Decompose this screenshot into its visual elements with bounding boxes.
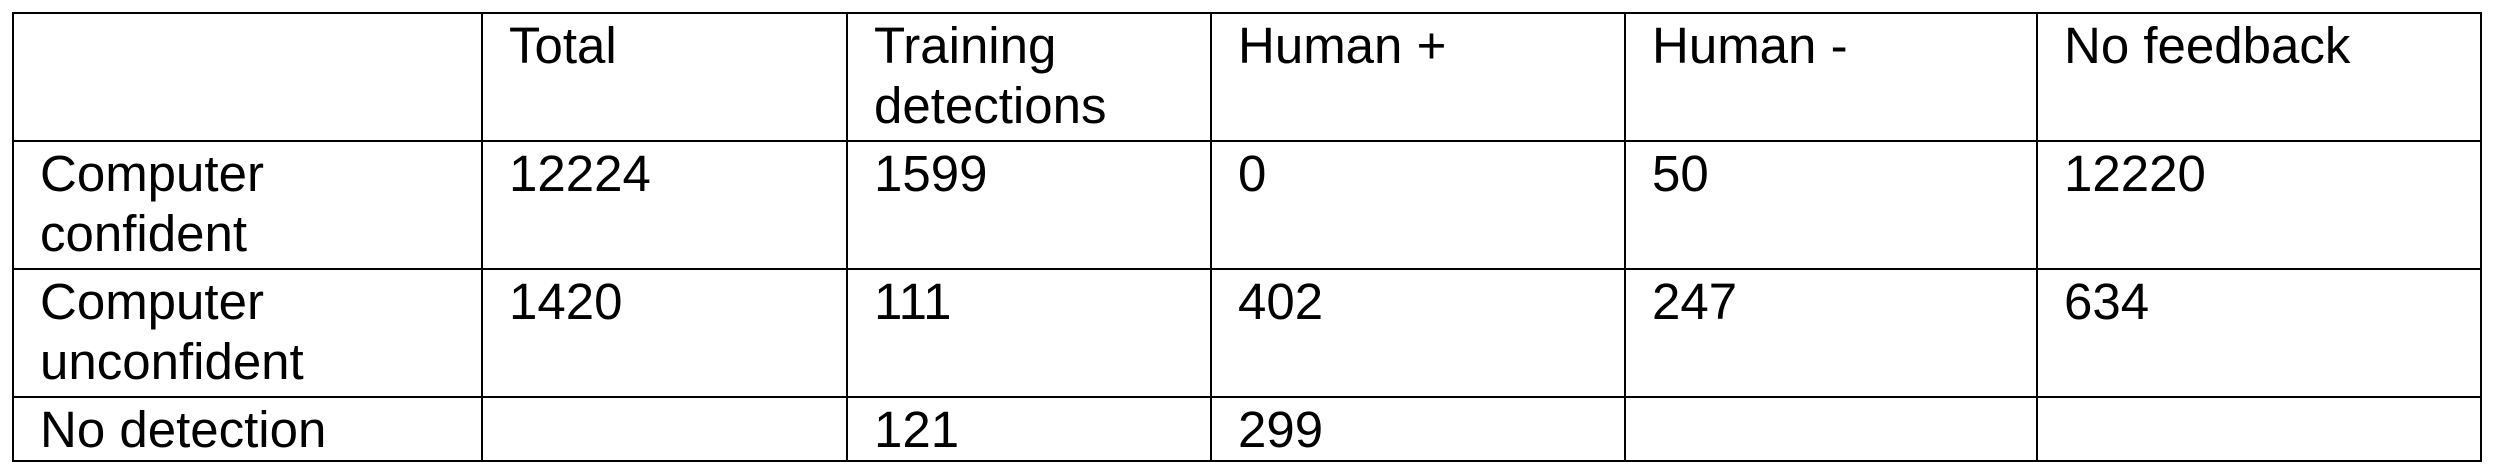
table-cell: 0 [1210, 140, 1626, 270]
row-label: Computer unconfident [12, 268, 483, 398]
table-cell [2036, 396, 2482, 462]
table-cell: 247 [1624, 268, 2038, 398]
table-cell: 121 [846, 396, 1212, 462]
row-label: No detection [12, 396, 483, 462]
table-cell: 12220 [2036, 140, 2482, 270]
table-cell: 12224 [481, 140, 848, 270]
table-cell: 634 [2036, 268, 2482, 398]
table-row: Computer confident 12224 1599 0 50 12220 [12, 140, 2482, 270]
header-cell-no-feedback: No feedback [2036, 12, 2482, 142]
table-cell [481, 396, 848, 462]
header-cell-empty [12, 12, 483, 142]
table-cell: 402 [1210, 268, 1626, 398]
header-cell-human-plus: Human + [1210, 12, 1626, 142]
table-cell: 1420 [481, 268, 848, 398]
header-cell-training-detections: Training detections [846, 12, 1212, 142]
table-row: Computer unconfident 1420 111 402 247 63… [12, 268, 2482, 398]
table-cell: 111 [846, 268, 1212, 398]
table-row: No detection 121 299 [12, 396, 2482, 462]
row-label: Computer confident [12, 140, 483, 270]
header-row: Total Training detections Human + Human … [12, 12, 2482, 142]
header-cell-total: Total [481, 12, 848, 142]
table-cell: 1599 [846, 140, 1212, 270]
table-cell: 50 [1624, 140, 2038, 270]
table-cell: 299 [1210, 396, 1626, 462]
header-cell-human-minus: Human - [1624, 12, 2038, 142]
table-cell [1624, 396, 2038, 462]
detection-feedback-table: Total Training detections Human + Human … [12, 12, 2482, 462]
